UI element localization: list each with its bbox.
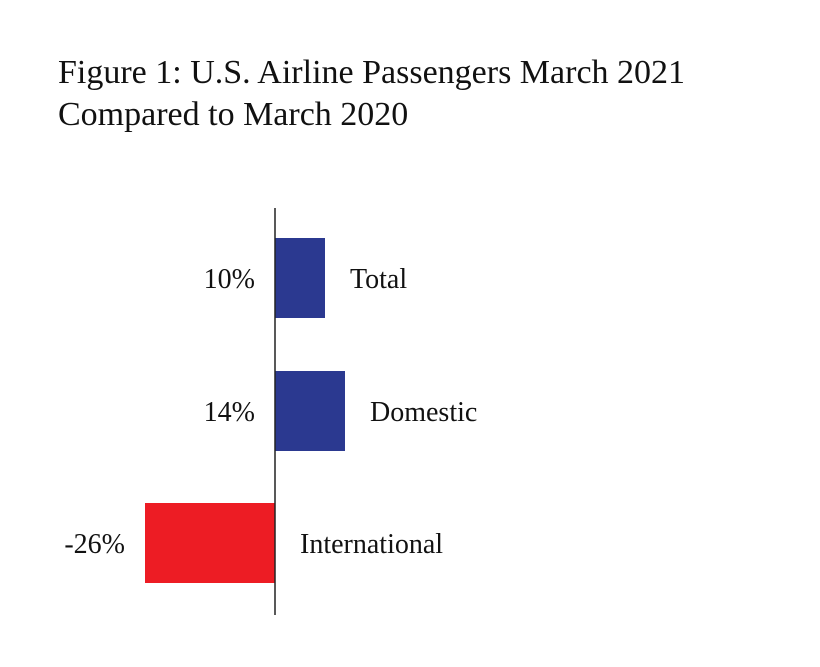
chart-title-line-1: Figure 1: U.S. Airline Passengers March … xyxy=(58,54,686,91)
chart-title-line-2: Compared to March 2020 xyxy=(58,96,409,133)
chart-title: Figure 1: U.S. Airline Passengers March … xyxy=(58,52,798,136)
category-label-domestic: Domestic xyxy=(370,397,477,428)
value-label-domestic: 14% xyxy=(204,397,255,428)
bar-domestic xyxy=(275,371,345,451)
value-label-international: -26% xyxy=(64,529,125,560)
bar-total xyxy=(275,238,325,318)
category-label-international: International xyxy=(300,529,443,560)
bar-international xyxy=(145,503,275,583)
value-label-total: 10% xyxy=(204,264,255,295)
category-label-total: Total xyxy=(350,264,407,295)
